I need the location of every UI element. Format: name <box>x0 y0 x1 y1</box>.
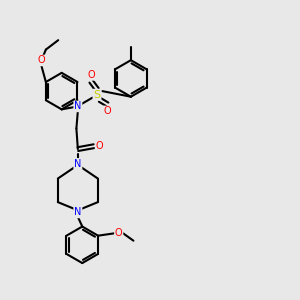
Text: O: O <box>87 70 95 80</box>
Text: N: N <box>74 101 82 111</box>
Text: O: O <box>115 228 122 238</box>
Text: S: S <box>93 90 100 100</box>
Text: O: O <box>38 56 45 65</box>
Text: N: N <box>74 159 82 169</box>
Text: O: O <box>103 106 111 116</box>
Text: O: O <box>95 141 103 151</box>
Text: N: N <box>74 207 82 218</box>
